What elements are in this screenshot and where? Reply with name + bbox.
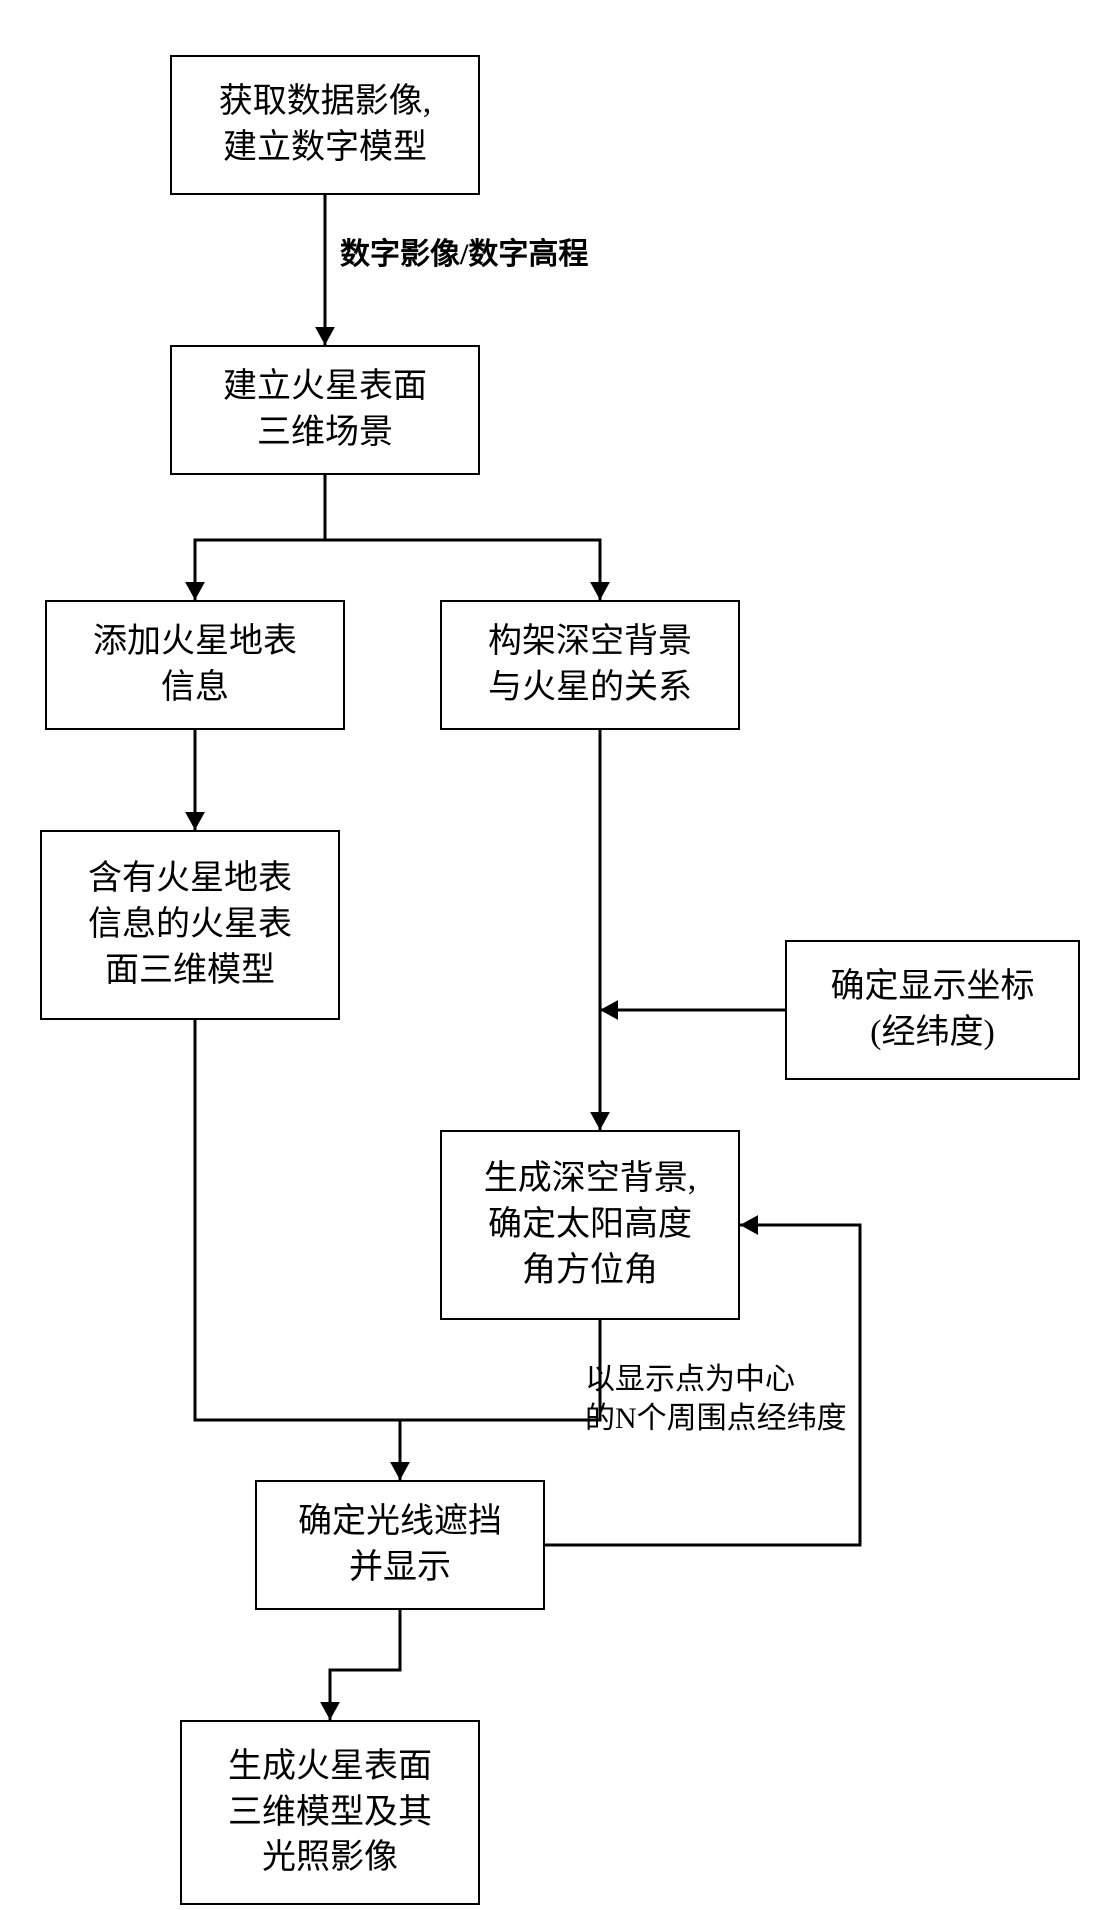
edge-label-digital-image: 数字影像/数字高程 xyxy=(340,235,588,274)
flowchart-canvas: 获取数据影像, 建立数字模型 建立火星表面 三维场景 添加火星地表 信息 构架深… xyxy=(0,0,1099,1910)
node-build-3d-scene: 建立火星表面 三维场景 xyxy=(170,345,480,475)
edge-label-n-surrounding-points: 以显示点为中心 的N个周围点经纬度 xyxy=(585,1360,847,1438)
edge-e3 xyxy=(325,475,600,600)
arrowhead-e4 xyxy=(185,812,205,830)
arrowhead-e9 xyxy=(740,1215,758,1235)
arrowhead-e2 xyxy=(185,582,205,600)
node-light-occlusion: 确定光线遮挡 并显示 xyxy=(255,1480,545,1610)
arrowhead-e3 xyxy=(590,582,610,600)
node-acquire-data: 获取数据影像, 建立数字模型 xyxy=(170,55,480,195)
arrowhead-e8 xyxy=(320,1702,340,1720)
node-surface-3d-model: 含有火星地表 信息的火星表 面三维模型 xyxy=(40,830,340,1020)
arrowhead-e1 xyxy=(315,327,335,345)
node-final-output: 生成火星表面 三维模型及其 光照影像 xyxy=(180,1720,480,1905)
node-add-surface-info: 添加火星地表 信息 xyxy=(45,600,345,730)
edge-e2 xyxy=(195,475,325,600)
arrowhead-e5 xyxy=(590,1112,610,1130)
edge-e7a xyxy=(195,1020,400,1480)
edge-e8 xyxy=(330,1610,400,1720)
node-display-coords: 确定显示坐标 (经纬度) xyxy=(785,940,1080,1080)
arrowhead-e7a xyxy=(390,1462,410,1480)
arrowhead-e6 xyxy=(600,1000,618,1020)
edge-e7b xyxy=(400,1320,600,1420)
node-deep-space-relation: 构架深空背景 与火星的关系 xyxy=(440,600,740,730)
node-deep-space-bg: 生成深空背景, 确定太阳高度 角方位角 xyxy=(440,1130,740,1320)
